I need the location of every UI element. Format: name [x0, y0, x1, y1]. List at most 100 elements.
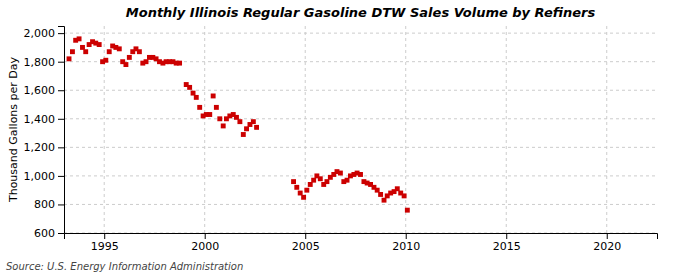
- x-grid-line: [104, 26, 105, 233]
- point: [244, 126, 249, 131]
- y-tick-label: 1,200: [24, 141, 56, 154]
- x-tick-mark: [104, 233, 105, 239]
- point: [294, 185, 299, 190]
- point: [358, 172, 363, 177]
- point: [405, 208, 410, 213]
- point: [254, 125, 259, 130]
- x-tick-label: 2015: [493, 240, 521, 253]
- x-tick-label: 2020: [593, 240, 621, 253]
- x-tick: 2000: [191, 233, 219, 253]
- y-tick: 1,200: [24, 141, 65, 154]
- point: [80, 45, 85, 50]
- y-tick-label: 1,000: [24, 170, 56, 183]
- x-tick-label: 2005: [292, 240, 320, 253]
- point: [123, 62, 128, 67]
- grid: [64, 26, 657, 233]
- point: [382, 198, 387, 203]
- chart: 1995 2000 2005 2010 2015 2020 600 800 1,000 1,200…: [0, 0, 675, 275]
- y-tick-mark: [58, 62, 64, 63]
- point: [345, 178, 350, 183]
- y-tick: 600: [34, 227, 64, 240]
- y-grid-line: [64, 204, 657, 205]
- point: [211, 94, 216, 99]
- title: Monthly Illinois Regular Gasoline DTW Sa…: [126, 5, 596, 20]
- x-grid-line: [204, 26, 205, 233]
- y-tick-label: 1,600: [24, 84, 56, 97]
- point: [402, 193, 407, 198]
- x-tick: 2005: [292, 233, 320, 253]
- point: [207, 112, 212, 117]
- y-tick-mark: [58, 176, 64, 177]
- point: [241, 132, 246, 137]
- y-tick-mark: [58, 33, 64, 34]
- point: [324, 179, 329, 184]
- point: [97, 42, 102, 47]
- x-grid-line: [305, 26, 306, 233]
- y-axis-line: [58, 27, 65, 234]
- point: [338, 171, 343, 176]
- y-grid-line: [64, 118, 657, 119]
- y-tick: 1,400: [24, 113, 65, 126]
- point: [77, 36, 82, 41]
- point: [318, 176, 323, 181]
- x-tick-label: 2000: [191, 240, 219, 253]
- x-tick-mark: [305, 233, 306, 239]
- x-grid-line: [506, 26, 507, 233]
- point: [117, 46, 122, 51]
- y-tick-label: 1,800: [24, 56, 56, 69]
- x-grid-line: [606, 26, 607, 233]
- y-tick-mark: [58, 119, 64, 120]
- point: [214, 105, 219, 110]
- y-tick: 1,000: [24, 170, 65, 183]
- point: [291, 179, 296, 184]
- point: [301, 195, 306, 200]
- x-tick: 2020: [593, 233, 621, 253]
- point: [191, 91, 196, 96]
- y-tick-mark: [58, 90, 64, 91]
- point: [237, 119, 242, 124]
- y-grid-line: [64, 90, 657, 91]
- y-axis-label: Thousand Gallons per Day: [7, 56, 20, 203]
- x-tick-mark: [506, 233, 507, 239]
- y-tick-label: 600: [34, 227, 55, 240]
- point: [308, 182, 313, 187]
- point: [395, 186, 400, 191]
- point: [67, 56, 72, 61]
- y-grid-line: [64, 147, 657, 148]
- point: [187, 85, 192, 90]
- point: [127, 55, 132, 60]
- x-tick-label: 2010: [392, 240, 420, 253]
- x-tick: 2010: [392, 233, 420, 253]
- y-grid-line: [64, 61, 657, 62]
- point: [137, 49, 142, 54]
- point: [304, 188, 309, 193]
- y-axis: 600 800 1,000 1,200 1,400 1,600 1,800 2,000: [24, 27, 65, 241]
- x-tick: 1995: [91, 233, 119, 253]
- x-grid-line: [405, 26, 406, 233]
- y-tick: 800: [34, 198, 64, 211]
- x-axis: 1995 2000 2005 2010 2015 2020: [65, 233, 658, 253]
- point: [70, 49, 75, 54]
- y-tick: 2,000: [24, 27, 65, 40]
- source: Source: U.S. Energy Information Administ…: [6, 261, 243, 272]
- point: [251, 119, 256, 124]
- x-tick-mark: [406, 233, 407, 239]
- y-tick-label: 2,000: [24, 27, 56, 40]
- point: [83, 49, 88, 54]
- x-axis-line: [65, 234, 658, 240]
- y-tick-mark: [58, 204, 64, 205]
- point: [311, 178, 316, 183]
- y-grid-line: [64, 33, 657, 34]
- point: [375, 188, 380, 193]
- point: [197, 105, 202, 110]
- point: [298, 191, 303, 196]
- x-tick-mark: [205, 233, 206, 239]
- y-tick-label: 800: [34, 198, 55, 211]
- x-tick-label: 1995: [91, 240, 119, 253]
- y-tick-mark: [58, 147, 64, 148]
- y-tick-mark: [58, 233, 64, 234]
- y-tick: 1,800: [24, 56, 65, 69]
- y-tick-label: 1,400: [24, 113, 56, 126]
- y-tick: 1,600: [24, 84, 65, 97]
- x-tick: 2015: [493, 233, 521, 253]
